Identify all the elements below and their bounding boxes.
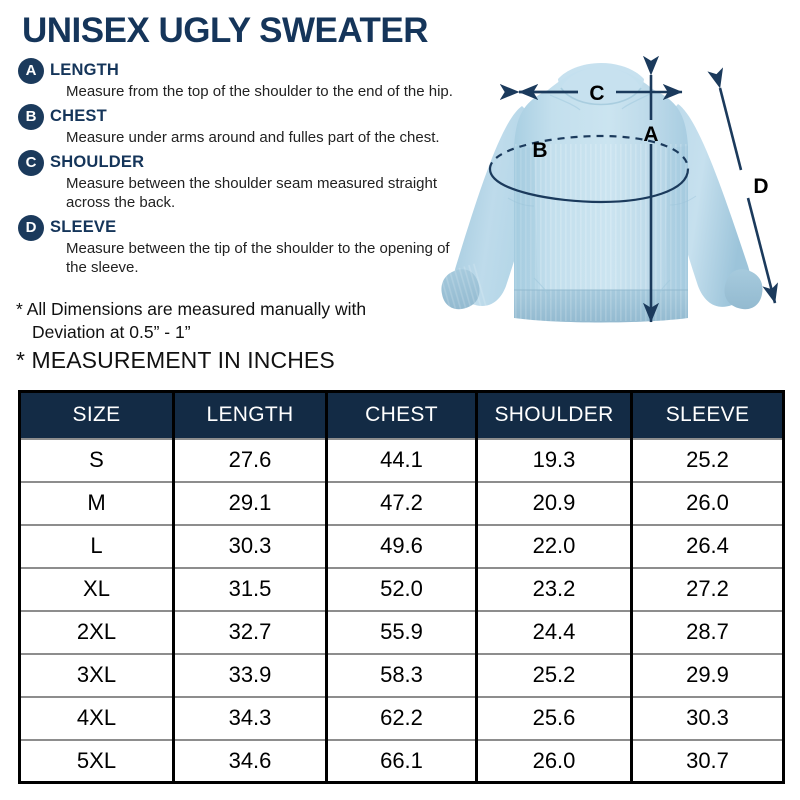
- cell-chest: 58.3: [325, 652, 478, 697]
- cell-size: 5XL: [18, 738, 175, 784]
- column-header-chest: CHEST: [325, 390, 478, 439]
- column-header-sleeve: SLEEVE: [630, 390, 785, 439]
- cell-size: M: [18, 480, 175, 525]
- cell-size: S: [18, 437, 175, 482]
- cell-shoulder: 20.9: [475, 480, 633, 525]
- cell-length: 33.9: [172, 652, 328, 697]
- table-row: XL 31.5 52.0 23.2 27.2: [18, 566, 785, 611]
- table-row: M 29.1 47.2 20.9 26.0: [18, 480, 785, 525]
- legend-title-length: LENGTH: [50, 61, 120, 79]
- legend-title-sleeve: SLEEVE: [50, 218, 117, 236]
- column-header-shoulder: SHOULDER: [475, 390, 633, 439]
- cell-size: 2XL: [18, 609, 175, 654]
- column-header-length: LENGTH: [172, 390, 328, 439]
- column-header-size: SIZE: [18, 390, 175, 439]
- cell-sleeve: 28.7: [630, 609, 785, 654]
- legend-desc-length: Measure from the top of the shoulder to …: [66, 83, 453, 100]
- cell-shoulder: 24.4: [475, 609, 633, 654]
- cell-sleeve: 26.0: [630, 480, 785, 525]
- badge-c-icon: C: [18, 150, 44, 176]
- cell-size: 4XL: [18, 695, 175, 740]
- cell-shoulder: 19.3: [475, 437, 633, 482]
- cell-length: 27.6: [172, 437, 328, 482]
- measurement-legend: A LENGTH Measure from the top of the sho…: [14, 58, 464, 280]
- cell-length: 31.5: [172, 566, 328, 611]
- cell-length: 30.3: [172, 523, 328, 568]
- cell-sleeve: 26.4: [630, 523, 785, 568]
- measure-ellipse-b: [488, 134, 690, 204]
- cell-size: 3XL: [18, 652, 175, 697]
- cell-chest: 66.1: [325, 738, 478, 784]
- table-header-row: SIZE LENGTH CHEST SHOULDER SLEEVE: [18, 390, 785, 439]
- table-row: L 30.3 49.6 22.0 26.4: [18, 523, 785, 568]
- label-b: B: [532, 139, 547, 162]
- cell-length: 32.7: [172, 609, 328, 654]
- cell-length: 34.3: [172, 695, 328, 740]
- legend-desc-shoulder: Measure between the shoulder seam measur…: [66, 175, 438, 211]
- legend-item-length: A LENGTH Measure from the top of the sho…: [14, 58, 464, 101]
- legend-item-sleeve: D SLEEVE Measure between the tip of the …: [14, 215, 464, 277]
- cell-sleeve: 30.3: [630, 695, 785, 740]
- size-table: SIZE LENGTH CHEST SHOULDER SLEEVE S 27.6…: [18, 390, 785, 784]
- cell-chest: 52.0: [325, 566, 478, 611]
- cell-size: XL: [18, 566, 175, 611]
- table-row: 5XL 34.6 66.1 26.0 30.7: [18, 738, 785, 784]
- legend-item-chest: B CHEST Measure under arms around and fu…: [14, 104, 464, 147]
- label-a: A: [643, 123, 658, 146]
- cell-sleeve: 30.7: [630, 738, 785, 784]
- legend-desc-chest: Measure under arms around and fulles par…: [66, 129, 440, 146]
- table-row: 2XL 32.7 55.9 24.4 28.7: [18, 609, 785, 654]
- table-row: 3XL 33.9 58.3 25.2 29.9: [18, 652, 785, 697]
- measure-arrow-d: [707, 67, 779, 304]
- cell-shoulder: 25.2: [475, 652, 633, 697]
- page-title: UNISEX UGLY SWEATER: [22, 11, 429, 50]
- garment-illustration: [434, 63, 763, 323]
- deviation-note-line2: Deviation at 0.5” - 1”: [32, 322, 191, 342]
- legend-desc-sleeve: Measure between the tip of the shoulder …: [66, 240, 450, 276]
- cell-size: L: [18, 523, 175, 568]
- cell-sleeve: 29.9: [630, 652, 785, 697]
- badge-d-icon: D: [18, 215, 44, 241]
- label-c: C: [589, 82, 604, 105]
- cell-sleeve: 27.2: [630, 566, 785, 611]
- cell-chest: 49.6: [325, 523, 478, 568]
- badge-b-icon: B: [18, 104, 44, 130]
- label-d: D: [753, 175, 768, 198]
- measurement-unit-note: * MEASUREMENT IN INCHES: [16, 347, 335, 373]
- cell-length: 34.6: [172, 738, 328, 784]
- cell-shoulder: 22.0: [475, 523, 633, 568]
- deviation-note-line1: * All Dimensions are measured manually w…: [16, 299, 367, 319]
- table-row: 4XL 34.3 62.2 25.6 30.3: [18, 695, 785, 740]
- cell-chest: 62.2: [325, 695, 478, 740]
- cell-shoulder: 25.6: [475, 695, 633, 740]
- sweater-diagram: C A B D: [430, 48, 790, 378]
- legend-item-shoulder: C SHOULDER Measure between the shoulder …: [14, 150, 464, 212]
- deviation-note: * All Dimensions are measured manually w…: [16, 298, 366, 344]
- cell-chest: 55.9: [325, 609, 478, 654]
- legend-title-shoulder: SHOULDER: [50, 153, 145, 171]
- legend-title-chest: CHEST: [50, 107, 107, 125]
- cell-sleeve: 25.2: [630, 437, 785, 482]
- table-row: S 27.6 44.1 19.3 25.2: [18, 437, 785, 482]
- cell-chest: 47.2: [325, 480, 478, 525]
- badge-a-icon: A: [18, 58, 44, 84]
- cell-shoulder: 23.2: [475, 566, 633, 611]
- cell-chest: 44.1: [325, 437, 478, 482]
- cell-length: 29.1: [172, 480, 328, 525]
- cell-shoulder: 26.0: [475, 738, 633, 784]
